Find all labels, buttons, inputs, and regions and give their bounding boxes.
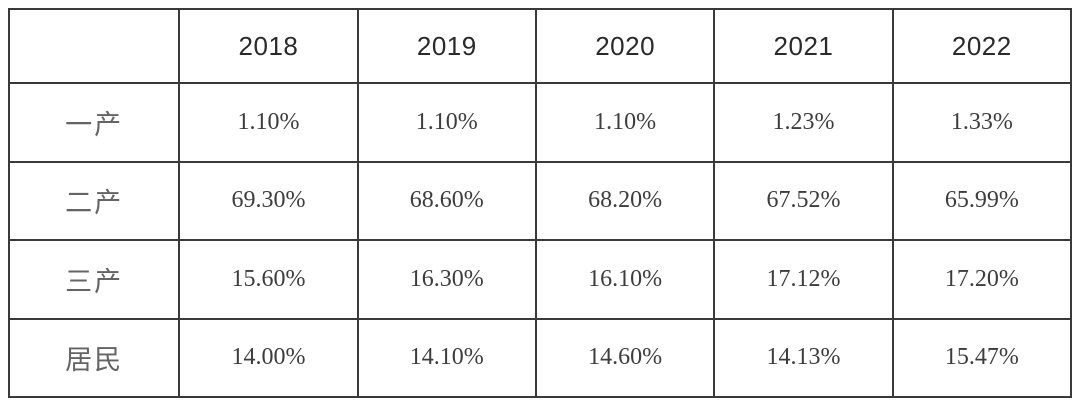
value-cell: 69.30% (178, 160, 359, 241)
value-cell: 15.60% (178, 239, 359, 320)
value-cell: 17.12% (713, 239, 894, 320)
year-header-2019: 2019 (356, 8, 537, 84)
table-row-primary-industry: 一产 1.10% 1.10% 1.10% 1.23% 1.33% (7, 82, 1073, 163)
table-header-row: 2018 2019 2020 2021 2022 (7, 8, 1073, 84)
year-header-2022: 2022 (891, 8, 1073, 84)
table-row-residents: 居民 14.00% 14.10% 14.60% 14.13% 15.47% (7, 317, 1073, 398)
row-label: 三产 (7, 239, 181, 320)
value-cell: 67.52% (713, 160, 894, 241)
table-row-secondary-industry: 二产 69.30% 68.60% 68.20% 67.52% 65.99% (7, 160, 1073, 241)
year-header-2021: 2021 (713, 8, 894, 84)
corner-cell (7, 8, 181, 84)
value-cell: 14.60% (534, 317, 716, 398)
value-cell: 14.00% (178, 317, 359, 398)
year-header-2020: 2020 (534, 8, 716, 84)
share-by-sector-table: 2018 2019 2020 2021 2022 一产 1.10% 1.10% … (7, 8, 1073, 398)
value-cell: 65.99% (891, 160, 1073, 241)
value-cell: 1.23% (713, 82, 894, 163)
value-cell: 16.30% (356, 239, 537, 320)
value-cell: 15.47% (891, 317, 1073, 398)
value-cell: 14.13% (713, 317, 894, 398)
value-cell: 1.10% (534, 82, 716, 163)
year-header-2018: 2018 (178, 8, 359, 84)
row-label: 二产 (7, 160, 181, 241)
value-cell: 1.10% (178, 82, 359, 163)
value-cell: 68.60% (356, 160, 537, 241)
value-cell: 14.10% (356, 317, 537, 398)
value-cell: 68.20% (534, 160, 716, 241)
value-cell: 17.20% (891, 239, 1073, 320)
value-cell: 16.10% (534, 239, 716, 320)
table-row-tertiary-industry: 三产 15.60% 16.30% 16.10% 17.12% 17.20% (7, 239, 1073, 320)
row-label: 居民 (7, 317, 181, 398)
value-cell: 1.10% (356, 82, 537, 163)
value-cell: 1.33% (891, 82, 1073, 163)
row-label: 一产 (7, 82, 181, 163)
